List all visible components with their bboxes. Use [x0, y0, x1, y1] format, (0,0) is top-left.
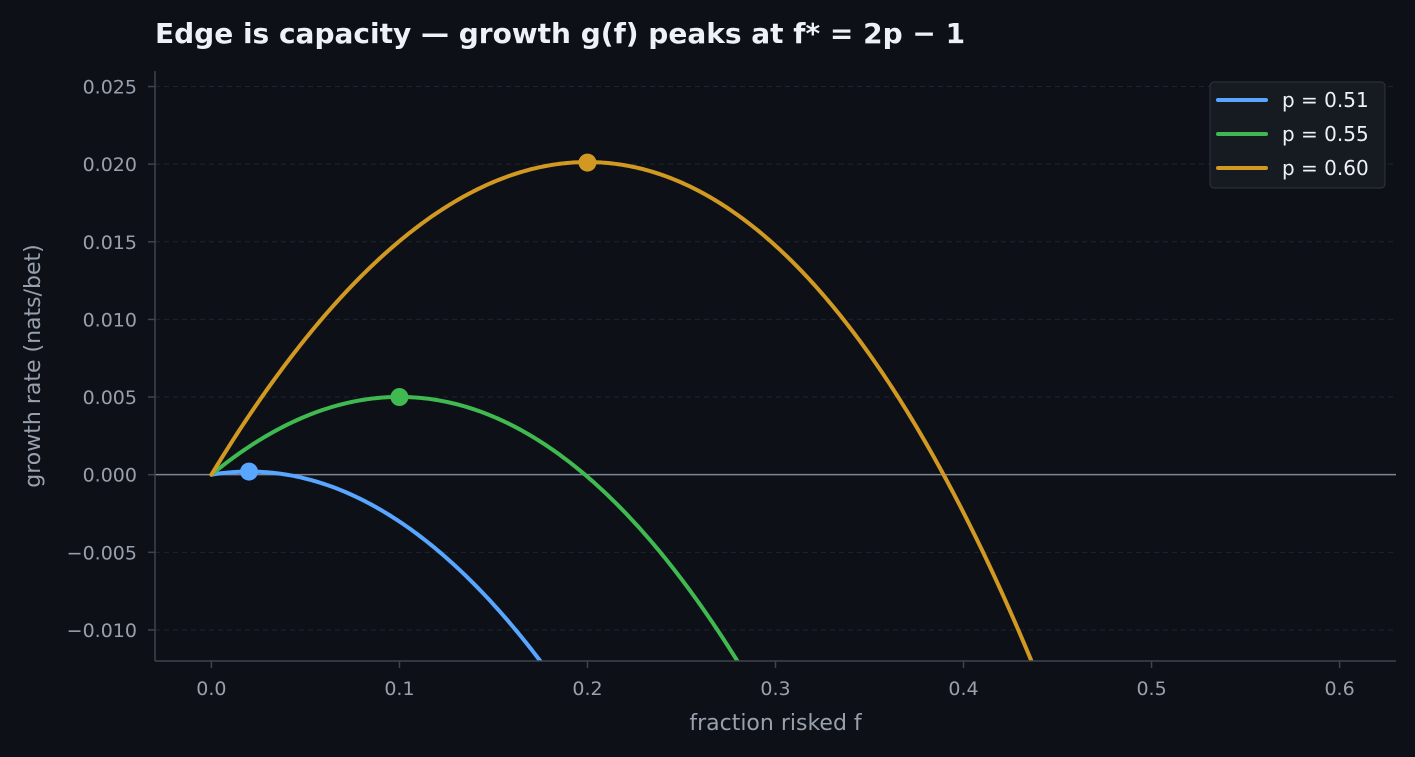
x-tick-label: 0.1: [384, 678, 414, 700]
y-ticks: −0.010 −0.005 0.000 0.005 0.010 0.015 0.020 0.0…: [67, 77, 155, 642]
peak-marker: [578, 153, 597, 172]
series-lines: [209, 160, 1034, 661]
legend: p = 0.51 p = 0.55 p = 0.60: [1209, 81, 1386, 189]
peak-marker: [390, 388, 409, 407]
series-line: [209, 394, 740, 661]
y-axis-label: growth rate (nats/bet): [21, 244, 46, 487]
peak-markers: [240, 153, 597, 481]
y-tick-label: −0.010: [67, 620, 137, 642]
x-tick-label: 0.6: [1324, 678, 1354, 700]
y-tick-label: 0.015: [83, 232, 137, 254]
x-axis-label: fraction risked f: [689, 711, 863, 736]
y-tick-label: −0.005: [67, 542, 137, 564]
y-tick-label: 0.005: [83, 387, 137, 409]
legend-entry: p = 0.60: [1282, 156, 1369, 180]
x-tick-label: 0.0: [196, 678, 226, 700]
x-tick-label: 0.3: [760, 678, 790, 700]
series-line: [209, 469, 543, 661]
legend-entry: p = 0.51: [1282, 88, 1369, 112]
legend-entry: p = 0.55: [1282, 122, 1369, 146]
x-tick-label: 0.5: [1136, 678, 1166, 700]
series-line: [209, 160, 1034, 661]
y-tick-label: 0.020: [83, 154, 137, 176]
y-tick-label: 0.000: [83, 465, 137, 487]
x-tick-label: 0.4: [948, 678, 978, 700]
legend-box: [1209, 81, 1386, 189]
y-tick-label: 0.025: [83, 77, 137, 99]
peak-marker: [240, 462, 259, 481]
x-tick-label: 0.2: [572, 678, 602, 700]
x-ticks: 0.0 0.1 0.2 0.3 0.4 0.5 0.6: [196, 661, 1355, 700]
y-tick-label: 0.010: [83, 309, 137, 331]
chart-title: Edge is capacity — growth g(f) peaks at …: [155, 17, 965, 50]
